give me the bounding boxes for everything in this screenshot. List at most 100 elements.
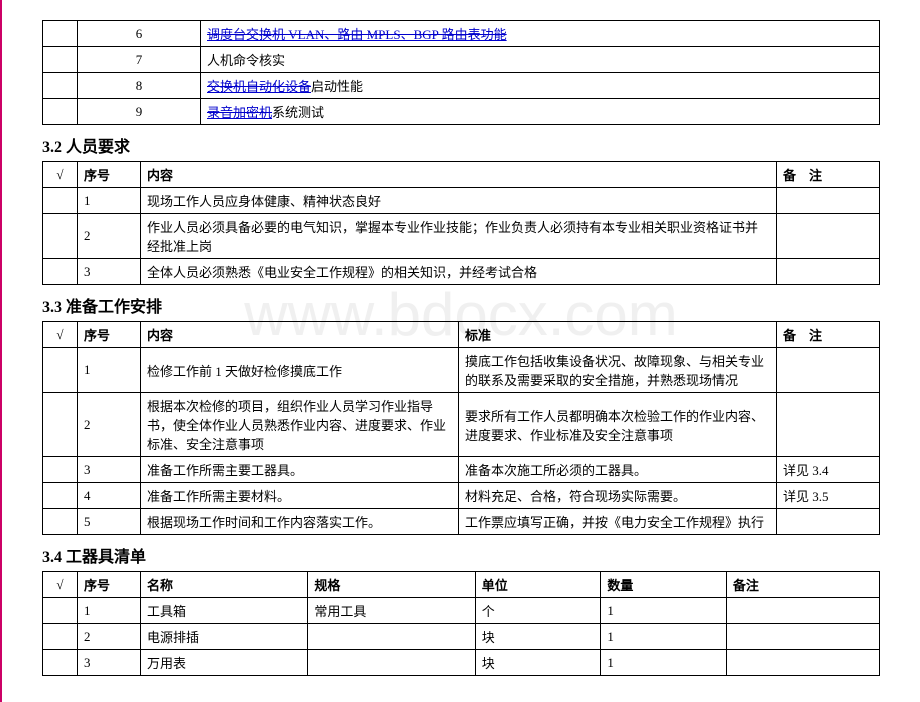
col-name: 名称 [141,572,308,598]
table-row: 6调度台交换机 VLAN、路由 MPLS、BGP 路由表功能 [43,21,880,47]
table-row: 9录音加密机系统测试 [43,99,880,125]
table-row: 3全体人员必须熟悉《电业安全工作规程》的相关知识，并经考试合格 [43,259,880,285]
cell-std: 工作票应填写正确，并按《电力安全工作规程》执行 [459,509,777,535]
cell-content: 现场工作人员应身体健康、精神状态良好 [141,188,777,214]
cell-name: 万用表 [141,650,308,676]
cell-num: 3 [78,650,141,676]
col-num: 序号 [78,572,141,598]
cell-check [43,259,78,285]
cell-remark [726,598,879,624]
cell-unit: 块 [475,624,601,650]
table-row: 1工具箱常用工具个1 [43,598,880,624]
cell-content: 人机命令核实 [201,47,880,73]
cell-check [43,483,78,509]
cell-content: 作业人员必须具备必要的电气知识，掌握本专业作业技能；作业负责人必须持有本专业相关… [141,214,777,259]
cell-num: 2 [78,393,141,457]
cell-check [43,509,78,535]
cell-qty: 1 [601,624,727,650]
cell-content: 检修工作前 1 天做好检修摸底工作 [141,348,459,393]
cell-check [43,214,78,259]
cell-num: 3 [78,259,141,285]
cell-spec [308,650,475,676]
cell-remark [777,509,880,535]
col-num: 序号 [78,322,141,348]
cell-remark [777,348,880,393]
cell-check [43,624,78,650]
cell-remark [777,259,880,285]
col-content: 内容 [141,162,777,188]
table-row: 7人机命令核实 [43,47,880,73]
cell-content: 准备工作所需主要工器具。 [141,457,459,483]
col-num: 序号 [78,162,141,188]
table-row: 3准备工作所需主要工器具。准备本次施工所必须的工器具。详见 3.4 [43,457,880,483]
col-spec: 规格 [308,572,475,598]
cell-num: 9 [78,99,201,125]
table-top: 6调度台交换机 VLAN、路由 MPLS、BGP 路由表功能7人机命令核实8交换… [42,20,880,125]
cell-std: 准备本次施工所必须的工器具。 [459,457,777,483]
cell-num: 3 [78,457,141,483]
cell-content: 根据现场工作时间和工作内容落实工作。 [141,509,459,535]
col-std: 标准 [459,322,777,348]
cell-content: 根据本次检修的项目，组织作业人员学习作业指导书，使全体作业人员熟悉作业内容、进度… [141,393,459,457]
table-row: 3万用表块1 [43,650,880,676]
table-3-3: √ 序号 内容 标准 备 注 1检修工作前 1 天做好检修摸底工作摸底工作包括收… [42,321,880,535]
col-unit: 单位 [475,572,601,598]
cell-check [43,650,78,676]
cell-std: 摸底工作包括收集设备状况、故障现象、与相关专业的联系及需要采取的安全措施，并熟悉… [459,348,777,393]
cell-std: 材料充足、合格，符合现场实际需要。 [459,483,777,509]
cell-num: 4 [78,483,141,509]
cell-remark [777,188,880,214]
cell-unit: 个 [475,598,601,624]
col-check: √ [43,162,78,188]
cell-num: 7 [78,47,201,73]
page-content: 6调度台交换机 VLAN、路由 MPLS、BGP 路由表功能7人机命令核实8交换… [42,20,880,676]
cell-spec: 常用工具 [308,598,475,624]
table-row: 1现场工作人员应身体健康、精神状态良好 [43,188,880,214]
table-row: 4准备工作所需主要材料。材料充足、合格，符合现场实际需要。详见 3.5 [43,483,880,509]
col-check: √ [43,322,78,348]
cell-num: 5 [78,509,141,535]
col-content: 内容 [141,322,459,348]
col-remark: 备 注 [777,162,880,188]
table-row: 5根据现场工作时间和工作内容落实工作。工作票应填写正确，并按《电力安全工作规程》… [43,509,880,535]
col-check: √ [43,572,78,598]
cell-remark [726,650,879,676]
cell-check [43,188,78,214]
cell-num: 1 [78,188,141,214]
cell-qty: 1 [601,650,727,676]
table-row: 2电源排插 块1 [43,624,880,650]
cell-content: 录音加密机系统测试 [201,99,880,125]
cell-check [43,21,78,47]
cell-name: 电源排插 [141,624,308,650]
cell-content: 全体人员必须熟悉《电业安全工作规程》的相关知识，并经考试合格 [141,259,777,285]
cell-check [43,598,78,624]
cell-remark: 详见 3.4 [777,457,880,483]
cell-remark [777,393,880,457]
col-qty: 数量 [601,572,727,598]
cell-std: 要求所有工作人员都明确本次检验工作的作业内容、进度要求、作业标准及安全注意事项 [459,393,777,457]
cell-num: 6 [78,21,201,47]
cell-num: 1 [78,348,141,393]
cell-remark [726,624,879,650]
cell-num: 2 [78,624,141,650]
cell-num: 2 [78,214,141,259]
cell-check [43,73,78,99]
cell-name: 工具箱 [141,598,308,624]
table-row: 8交换机自动化设备启动性能 [43,73,880,99]
cell-spec [308,624,475,650]
heading-3-3: 3.3 准备工作安排 [42,293,880,317]
table-row: 1检修工作前 1 天做好检修摸底工作摸底工作包括收集设备状况、故障现象、与相关专… [43,348,880,393]
cell-remark: 详见 3.5 [777,483,880,509]
col-remark: 备 注 [777,322,880,348]
cell-content: 调度台交换机 VLAN、路由 MPLS、BGP 路由表功能 [201,21,880,47]
cell-check [43,457,78,483]
heading-3-4: 3.4 工器具清单 [42,543,880,567]
cell-qty: 1 [601,598,727,624]
col-remark: 备注 [726,572,879,598]
cell-content: 准备工作所需主要材料。 [141,483,459,509]
table-3-2: √ 序号 内容 备 注 1现场工作人员应身体健康、精神状态良好2作业人员必须具备… [42,161,880,285]
cell-check [43,47,78,73]
cell-check [43,348,78,393]
table-row: 2作业人员必须具备必要的电气知识，掌握本专业作业技能；作业负责人必须持有本专业相… [43,214,880,259]
table-3-4: √ 序号 名称 规格 单位 数量 备注 1工具箱常用工具个12电源排插块13万用… [42,571,880,676]
